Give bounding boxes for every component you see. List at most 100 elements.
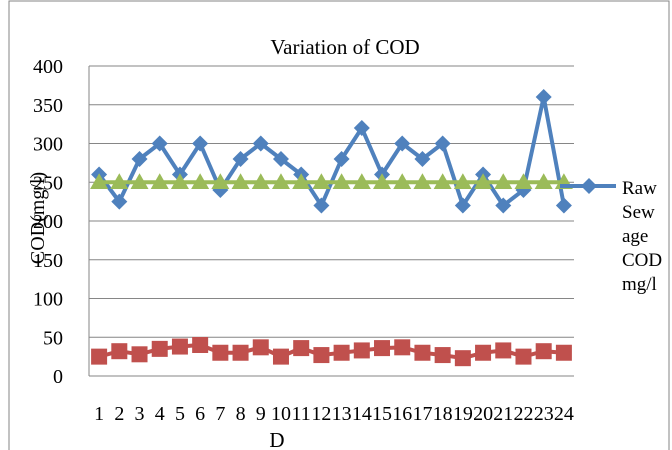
data-point: [252, 135, 269, 152]
x-tick-label: 17: [412, 403, 432, 425]
y-tick-label: 250: [33, 172, 63, 194]
data-point: [313, 347, 330, 364]
data-point: [475, 344, 492, 361]
data-point: [192, 337, 209, 353]
data-point: [535, 343, 552, 360]
legend-label: age: [622, 226, 648, 247]
legend-label: COD: [622, 250, 662, 271]
x-tick-label: 11: [292, 403, 311, 425]
data-point: [232, 151, 249, 167]
data-point: [91, 348, 108, 365]
data-point: [495, 197, 512, 214]
data-point: [191, 173, 210, 189]
y-axis-label: COD(mg/l): [27, 172, 49, 264]
data-point: [150, 173, 169, 189]
x-tick-label: 7: [215, 403, 225, 425]
data-point: [433, 173, 452, 189]
legend: Raw Sew age COD mg/l: [560, 178, 662, 295]
data-point: [414, 344, 431, 361]
data-point: [453, 173, 472, 189]
data-point: [272, 348, 289, 365]
legend-label: mg/l: [622, 274, 657, 295]
x-tick-label: 13: [332, 403, 352, 425]
legend-label: Sew: [622, 202, 655, 223]
data-point: [495, 342, 512, 359]
data-point: [130, 173, 149, 189]
chart-frame: [8, 0, 670, 450]
data-point: [272, 151, 289, 167]
data-point: [90, 173, 109, 189]
data-point: [394, 339, 411, 356]
data-point: [111, 193, 128, 210]
data-point: [414, 151, 431, 167]
x-tick-label: 16: [392, 403, 412, 425]
data-point: [313, 197, 330, 214]
x-tick-label: 8: [236, 403, 246, 425]
data-point: [252, 339, 269, 356]
data-point: [353, 342, 370, 359]
x-tick-label: 6: [195, 403, 205, 425]
data-point: [515, 348, 532, 365]
data-point: [534, 173, 553, 189]
data-point: [131, 346, 148, 363]
data-point: [555, 197, 572, 214]
data-point: [333, 344, 350, 361]
data-point: [474, 173, 493, 189]
data-point: [535, 89, 552, 105]
x-tick-label: 23: [534, 403, 554, 425]
x-axis-label: D: [269, 428, 284, 450]
data-point: [373, 173, 392, 189]
y-tick-label: 300: [33, 134, 63, 156]
x-tick-label: 19: [453, 403, 473, 425]
data-point: [151, 340, 168, 357]
y-tick-label: 100: [33, 289, 63, 311]
y-tick-label: 400: [33, 56, 63, 78]
data-point: [251, 173, 270, 189]
data-point: [292, 173, 311, 189]
data-point: [131, 151, 148, 167]
data-point: [171, 338, 188, 355]
data-point: [211, 173, 230, 189]
data-point: [394, 135, 411, 152]
y-tick-label: 150: [33, 250, 63, 272]
data-point: [352, 173, 371, 189]
series-group: [90, 89, 573, 367]
data-point: [293, 340, 310, 357]
data-point: [110, 173, 129, 189]
data-point: [555, 344, 572, 361]
x-tick-label: 9: [256, 403, 266, 425]
data-point: [170, 173, 189, 189]
data-point: [332, 173, 351, 189]
x-tick-label: 10: [271, 403, 291, 425]
data-point: [212, 344, 229, 361]
data-point: [454, 350, 471, 367]
series-2: [91, 337, 572, 367]
data-point: [454, 197, 471, 214]
y-tick-label: 50: [43, 327, 63, 349]
x-tick-label: 15: [372, 403, 392, 425]
legend-label: Raw: [622, 178, 657, 199]
x-tick-label: 4: [155, 403, 165, 425]
data-point: [353, 120, 370, 136]
chart-title: Variation of COD: [270, 35, 419, 59]
x-tick-label: 14: [352, 403, 372, 425]
data-point: [393, 173, 412, 189]
x-tick-label: 2: [114, 403, 124, 425]
x-tick-label: 5: [175, 403, 185, 425]
data-point: [374, 340, 391, 357]
data-point: [271, 173, 290, 189]
legend-marker: [581, 178, 597, 194]
x-tick-label: 1: [94, 403, 104, 425]
data-point: [333, 151, 350, 167]
data-point: [192, 135, 209, 152]
data-point: [413, 173, 432, 189]
data-point: [312, 173, 331, 189]
data-point: [111, 343, 128, 360]
x-tick-label: 18: [433, 403, 453, 425]
data-point: [151, 135, 168, 152]
x-tick-label: 24: [554, 403, 574, 425]
y-tick-label: 350: [33, 95, 63, 117]
data-point: [494, 173, 513, 189]
x-tick-label: 22: [513, 403, 533, 425]
